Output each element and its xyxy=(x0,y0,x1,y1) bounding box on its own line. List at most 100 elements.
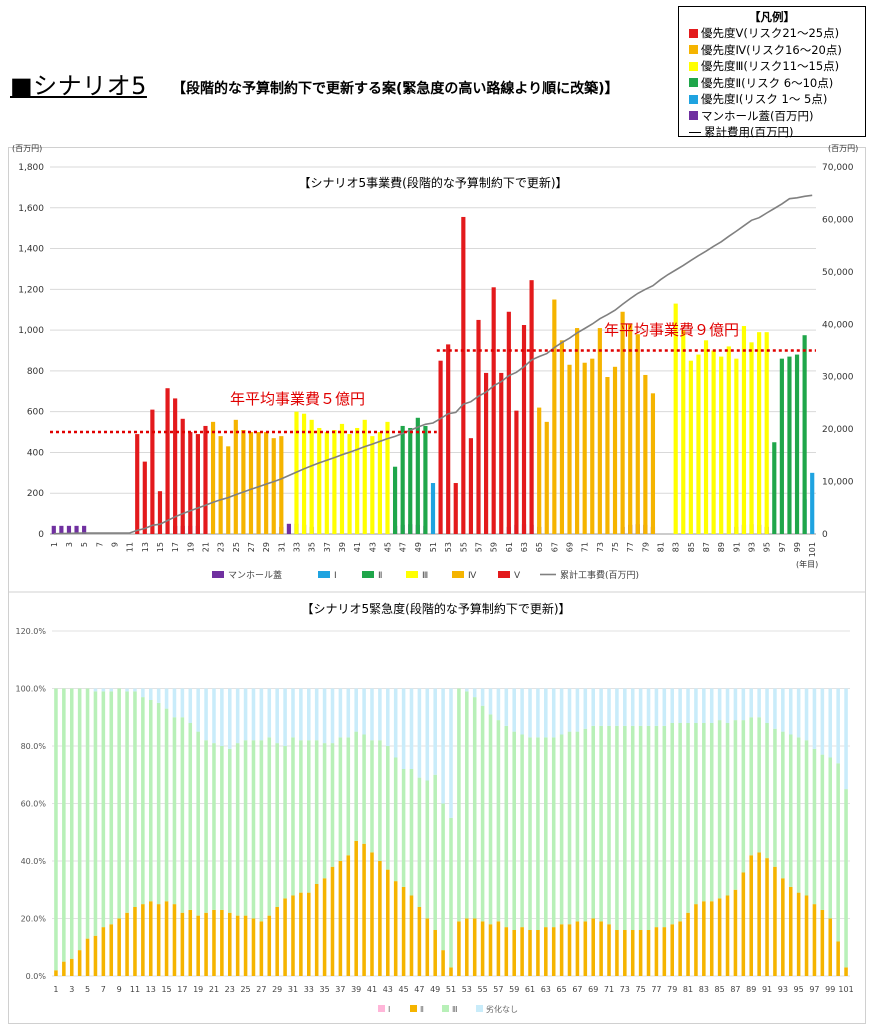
bar-p3 xyxy=(623,725,627,930)
x-tick-label: 69 xyxy=(588,985,598,994)
bar-p3 xyxy=(764,332,769,534)
bar-p5 xyxy=(529,280,534,534)
bar-p2 xyxy=(109,924,114,976)
bar-p3 xyxy=(301,413,307,534)
bar-none xyxy=(362,688,366,735)
bar-p3 xyxy=(386,746,390,870)
bar-p3 xyxy=(172,717,177,905)
legend-color-swatch xyxy=(689,61,698,71)
bar-none xyxy=(796,688,801,738)
bar-p5 xyxy=(461,216,466,535)
x-tick-label: 21 xyxy=(201,542,210,552)
bar-p3 xyxy=(377,432,382,534)
bar-p3 xyxy=(480,705,485,922)
bar-p2 xyxy=(781,878,785,976)
x-tick-label: 71 xyxy=(604,985,614,994)
x-tick-label: 35 xyxy=(308,542,317,552)
bar-p3 xyxy=(141,697,145,905)
legend-label: Ⅰ xyxy=(334,571,337,581)
bar-p3 xyxy=(836,763,840,942)
bar-none xyxy=(544,688,548,738)
bar-p3 xyxy=(156,702,161,905)
bar-none xyxy=(172,688,177,718)
y-tick-label: 60.0% xyxy=(21,800,47,809)
x-tick-label: 79 xyxy=(641,542,650,552)
bar-p3 xyxy=(62,688,66,962)
bar-p2 xyxy=(188,909,193,976)
x-tick-label: 1 xyxy=(53,985,58,994)
legend-color-swatch xyxy=(689,45,698,55)
bar-none xyxy=(496,688,501,721)
bar-p3 xyxy=(433,774,437,930)
chart1-title: 【シナリオ5事業費(段階的な予算制約下で更新)】 xyxy=(299,175,568,190)
bar-p3 xyxy=(275,743,279,907)
bar-p2 xyxy=(820,909,825,976)
x-tick-label: 73 xyxy=(620,985,630,994)
bar-none xyxy=(101,688,106,692)
bar-p2 xyxy=(400,425,405,534)
bar-none xyxy=(820,688,825,755)
bar-p2 xyxy=(433,930,437,976)
bar-p2 xyxy=(794,354,800,534)
bar-p2 xyxy=(392,466,398,534)
x-tick-label: 23 xyxy=(225,985,235,994)
bar-p2 xyxy=(141,904,145,976)
x-tick-label: 3 xyxy=(69,985,74,994)
bar-none xyxy=(836,688,840,764)
x-tick-label: 77 xyxy=(651,985,661,994)
bar-p2 xyxy=(417,907,422,976)
bar-p2 xyxy=(164,901,169,976)
bar-p2 xyxy=(694,904,698,976)
bar-none xyxy=(393,688,398,758)
bar-p2 xyxy=(386,869,390,976)
bar-p2 xyxy=(709,901,714,976)
x-tick-label: 17 xyxy=(177,985,187,994)
bar-none xyxy=(757,688,761,718)
bar-none xyxy=(307,688,311,741)
x-tick-label: 61 xyxy=(525,985,535,994)
bar-p4 xyxy=(210,421,216,534)
bar-none xyxy=(180,688,185,718)
bar-p3 xyxy=(314,740,319,884)
bar-p2 xyxy=(156,904,161,976)
bar-none xyxy=(125,688,129,692)
bar-p3 xyxy=(109,691,114,925)
x-tick-label: 75 xyxy=(636,985,646,994)
x-tick-label: 89 xyxy=(746,985,756,994)
bar-p3 xyxy=(673,303,678,534)
bar-p5 xyxy=(468,438,474,534)
x-tick-label: 83 xyxy=(699,985,709,994)
bar-none xyxy=(164,688,169,709)
bar-p3 xyxy=(180,717,185,913)
x-tick-label: 93 xyxy=(778,985,788,994)
bar-none xyxy=(141,688,145,698)
bar-p3 xyxy=(741,326,747,534)
bar-p5 xyxy=(476,319,481,534)
x-tick-label: 53 xyxy=(444,542,453,552)
x-tick-label: 99 xyxy=(825,985,835,994)
bar-p5 xyxy=(165,388,170,534)
bar-manhole xyxy=(74,525,79,534)
legend-box-label: 優先度Ⅴ(リスク21～25点) xyxy=(701,26,840,41)
bar-none xyxy=(765,688,769,723)
bar-p3 xyxy=(235,743,240,916)
bar-p4 xyxy=(552,299,557,534)
x-tick-label: 39 xyxy=(338,542,347,552)
bar-p3 xyxy=(322,743,327,879)
x-tick-label: 41 xyxy=(367,985,377,994)
bar-p2 xyxy=(779,358,784,534)
x-tick-label: 1 xyxy=(50,542,59,547)
y2-tick-label: 20,000 xyxy=(822,425,854,435)
bar-p2 xyxy=(662,927,667,976)
bar-p5 xyxy=(150,409,155,534)
bar-p2 xyxy=(449,967,453,976)
bar-p2 xyxy=(212,909,216,976)
bar-p3 xyxy=(267,737,272,916)
bar-p3 xyxy=(338,737,343,861)
x-tick-label: 81 xyxy=(683,985,693,994)
x-tick-label: 31 xyxy=(277,542,286,552)
bar-none xyxy=(828,688,833,758)
x-tick-label: 51 xyxy=(429,542,438,552)
bar-p3 xyxy=(378,740,382,861)
x-tick-label: 43 xyxy=(368,542,377,552)
